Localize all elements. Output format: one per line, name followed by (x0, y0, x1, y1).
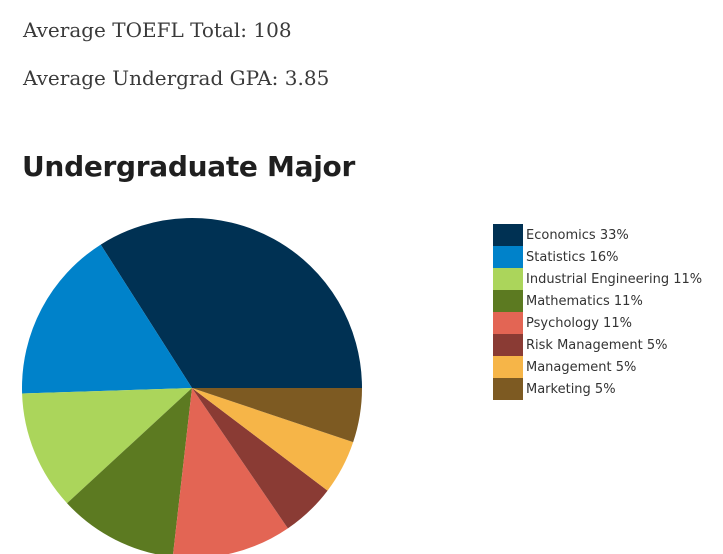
legend-swatch (493, 246, 523, 268)
pie-slice-4[interactable] (173, 388, 288, 554)
legend-item[interactable]: Management 5% (493, 356, 702, 378)
section-title: Undergraduate Major (22, 150, 355, 183)
legend-swatch (493, 290, 523, 312)
legend-item[interactable]: Mathematics 11% (493, 290, 702, 312)
legend-label: Management 5% (526, 359, 637, 375)
pie-slice-1[interactable] (22, 244, 192, 394)
legend-swatch (493, 312, 523, 334)
legend-item[interactable]: Psychology 11% (493, 312, 702, 334)
legend-label: Marketing 5% (526, 381, 616, 397)
legend-label: Industrial Engineering 11% (526, 271, 703, 287)
legend-swatch (493, 378, 523, 400)
legend-label: Statistics 16% (526, 249, 619, 265)
legend-item[interactable]: Statistics 16% (493, 246, 702, 268)
legend-label: Psychology 11% (526, 315, 632, 331)
chart-legend: Economics 33% Statistics 16% Industrial En… (493, 224, 702, 400)
pie-chart (22, 217, 362, 554)
legend-item[interactable]: Marketing 5% (493, 378, 702, 400)
legend-label: Mathematics 11% (526, 293, 643, 309)
pie-slice-3[interactable] (67, 388, 192, 554)
legend-swatch (493, 334, 523, 356)
legend-item[interactable]: Economics 33% (493, 224, 702, 246)
legend-swatch (493, 356, 523, 378)
legend-swatch (493, 268, 523, 290)
legend-label: Risk Management 5% (526, 337, 668, 353)
pie-slice-7[interactable] (192, 388, 362, 443)
legend-label: Economics 33% (526, 227, 629, 243)
average-toefl-text: Average TOEFL Total: 108 (23, 18, 292, 42)
legend-item[interactable]: Risk Management 5% (493, 334, 702, 356)
average-gpa-text: Average Undergrad GPA: 3.85 (23, 66, 330, 90)
pie-slice-5[interactable] (192, 388, 328, 529)
pie-slice-6[interactable] (192, 388, 354, 491)
legend-item[interactable]: Industrial Engineering 11% (493, 268, 702, 290)
legend-swatch (493, 224, 523, 246)
pie-slice-2[interactable] (22, 388, 193, 504)
pie-slice-0[interactable] (100, 217, 362, 388)
